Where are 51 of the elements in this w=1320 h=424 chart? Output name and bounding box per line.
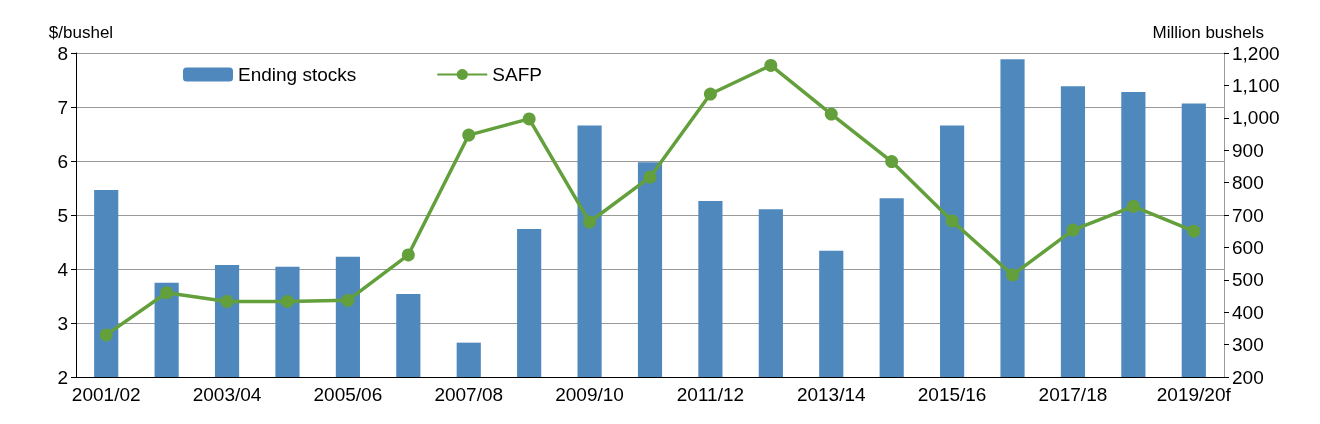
point <box>1126 199 1140 213</box>
legend-label: SAFP <box>492 64 542 85</box>
point <box>1187 224 1201 238</box>
point <box>341 293 355 307</box>
y2-tick-label: 600 <box>1232 236 1264 258</box>
point <box>1006 268 1020 282</box>
point <box>99 328 113 342</box>
y-tick-label: 4 <box>57 258 69 280</box>
y2-tick-label: 200 <box>1232 366 1264 388</box>
point <box>703 87 717 101</box>
y2-tick-label: 900 <box>1232 139 1264 161</box>
point <box>1066 223 1080 237</box>
x-tick-label: 2019/20f <box>1156 384 1232 405</box>
x-tick-label: 2005/06 <box>313 384 383 405</box>
y-tick-label: 8 <box>57 42 68 64</box>
point <box>462 128 476 142</box>
point <box>945 214 959 228</box>
y2-tick-label: 1,100 <box>1232 74 1280 96</box>
y2-tick-label: 400 <box>1232 301 1264 323</box>
y2-tick-label: 800 <box>1232 172 1264 194</box>
x-tick-label: 2013/14 <box>796 384 867 405</box>
y2-tick-label: 500 <box>1232 269 1264 291</box>
y-tick-label: 5 <box>57 204 68 226</box>
x-tick-label: 2003/04 <box>192 384 262 405</box>
x-tick-label: 2001/02 <box>71 384 141 405</box>
y-tick-label: 6 <box>57 150 68 172</box>
x-tick-label: 2015/16 <box>917 384 987 405</box>
point <box>824 107 838 121</box>
y2-tick-label: 1,200 <box>1232 42 1280 64</box>
y2-axis-title: Million bushels <box>1152 23 1264 42</box>
y-tick-label: 2 <box>57 366 68 388</box>
y-tick-label: 3 <box>57 312 68 334</box>
y-axis-title: $/bushel <box>48 23 114 42</box>
y-tick-label: 7 <box>57 96 68 118</box>
point <box>280 294 294 308</box>
y2-tick-label: 700 <box>1232 204 1264 226</box>
point <box>583 215 597 229</box>
point <box>885 155 899 169</box>
point <box>643 170 657 184</box>
legend-label: Ending stocks <box>238 64 357 85</box>
y2-tick-label: 300 <box>1232 334 1264 356</box>
x-tick-label: 2009/10 <box>555 384 624 405</box>
point <box>764 58 778 72</box>
point <box>160 286 174 300</box>
point <box>401 248 415 262</box>
y2-tick-label: 1,000 <box>1232 107 1280 129</box>
x-tick-label: 2007/08 <box>434 384 504 405</box>
point <box>522 112 536 126</box>
x-tick-label: 2017/18 <box>1038 384 1108 405</box>
x-tick-label: 2011/12 <box>676 384 745 405</box>
point <box>220 294 234 308</box>
